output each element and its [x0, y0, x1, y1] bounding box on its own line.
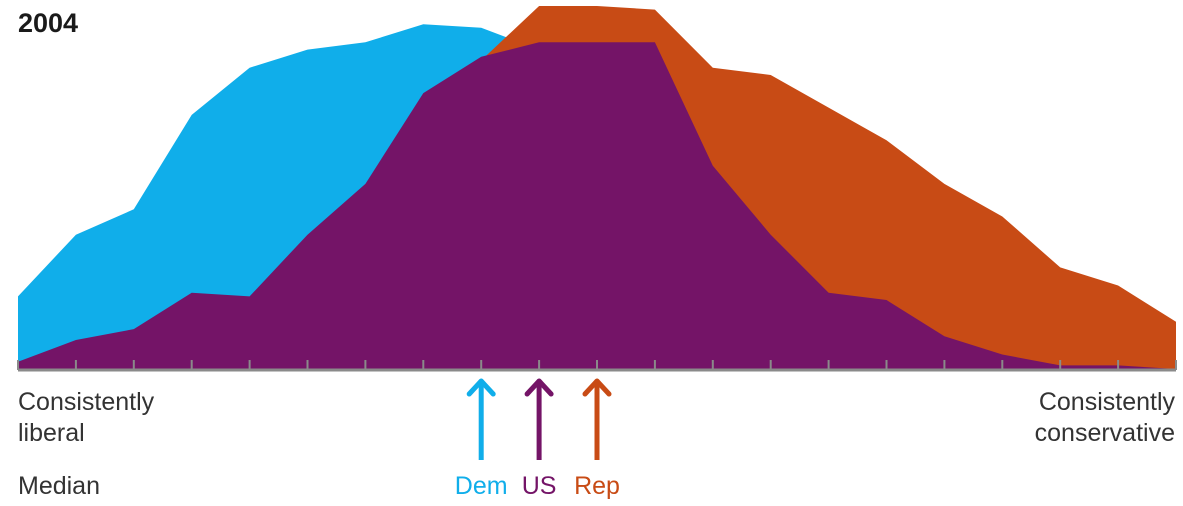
- axis-label-left-line-1: Consistently: [18, 388, 155, 416]
- median-label-rep: Rep: [574, 472, 620, 500]
- median-label: Median: [18, 472, 100, 500]
- axis-label-left: Consistently liberal: [18, 387, 154, 449]
- area-us: [18, 42, 1176, 370]
- median-arrow-us: [524, 378, 554, 460]
- chart-title: 2004: [18, 8, 79, 38]
- chart-areas: [18, 6, 1176, 370]
- x-axis: [17, 360, 1177, 372]
- axis-label-left-line-2: liberal: [18, 419, 85, 447]
- median-arrows: [466, 378, 612, 460]
- axis-label-right-line-1: Consistently: [1038, 388, 1175, 416]
- median-arrow-dem: [466, 378, 496, 460]
- median-label-us: US: [521, 472, 557, 500]
- axis-label-right: Consistently conservative: [1035, 387, 1175, 449]
- median-label-dem: Dem: [454, 472, 508, 500]
- median-arrow-rep: [582, 378, 612, 460]
- axis-label-right-line-2: conservative: [1034, 419, 1175, 447]
